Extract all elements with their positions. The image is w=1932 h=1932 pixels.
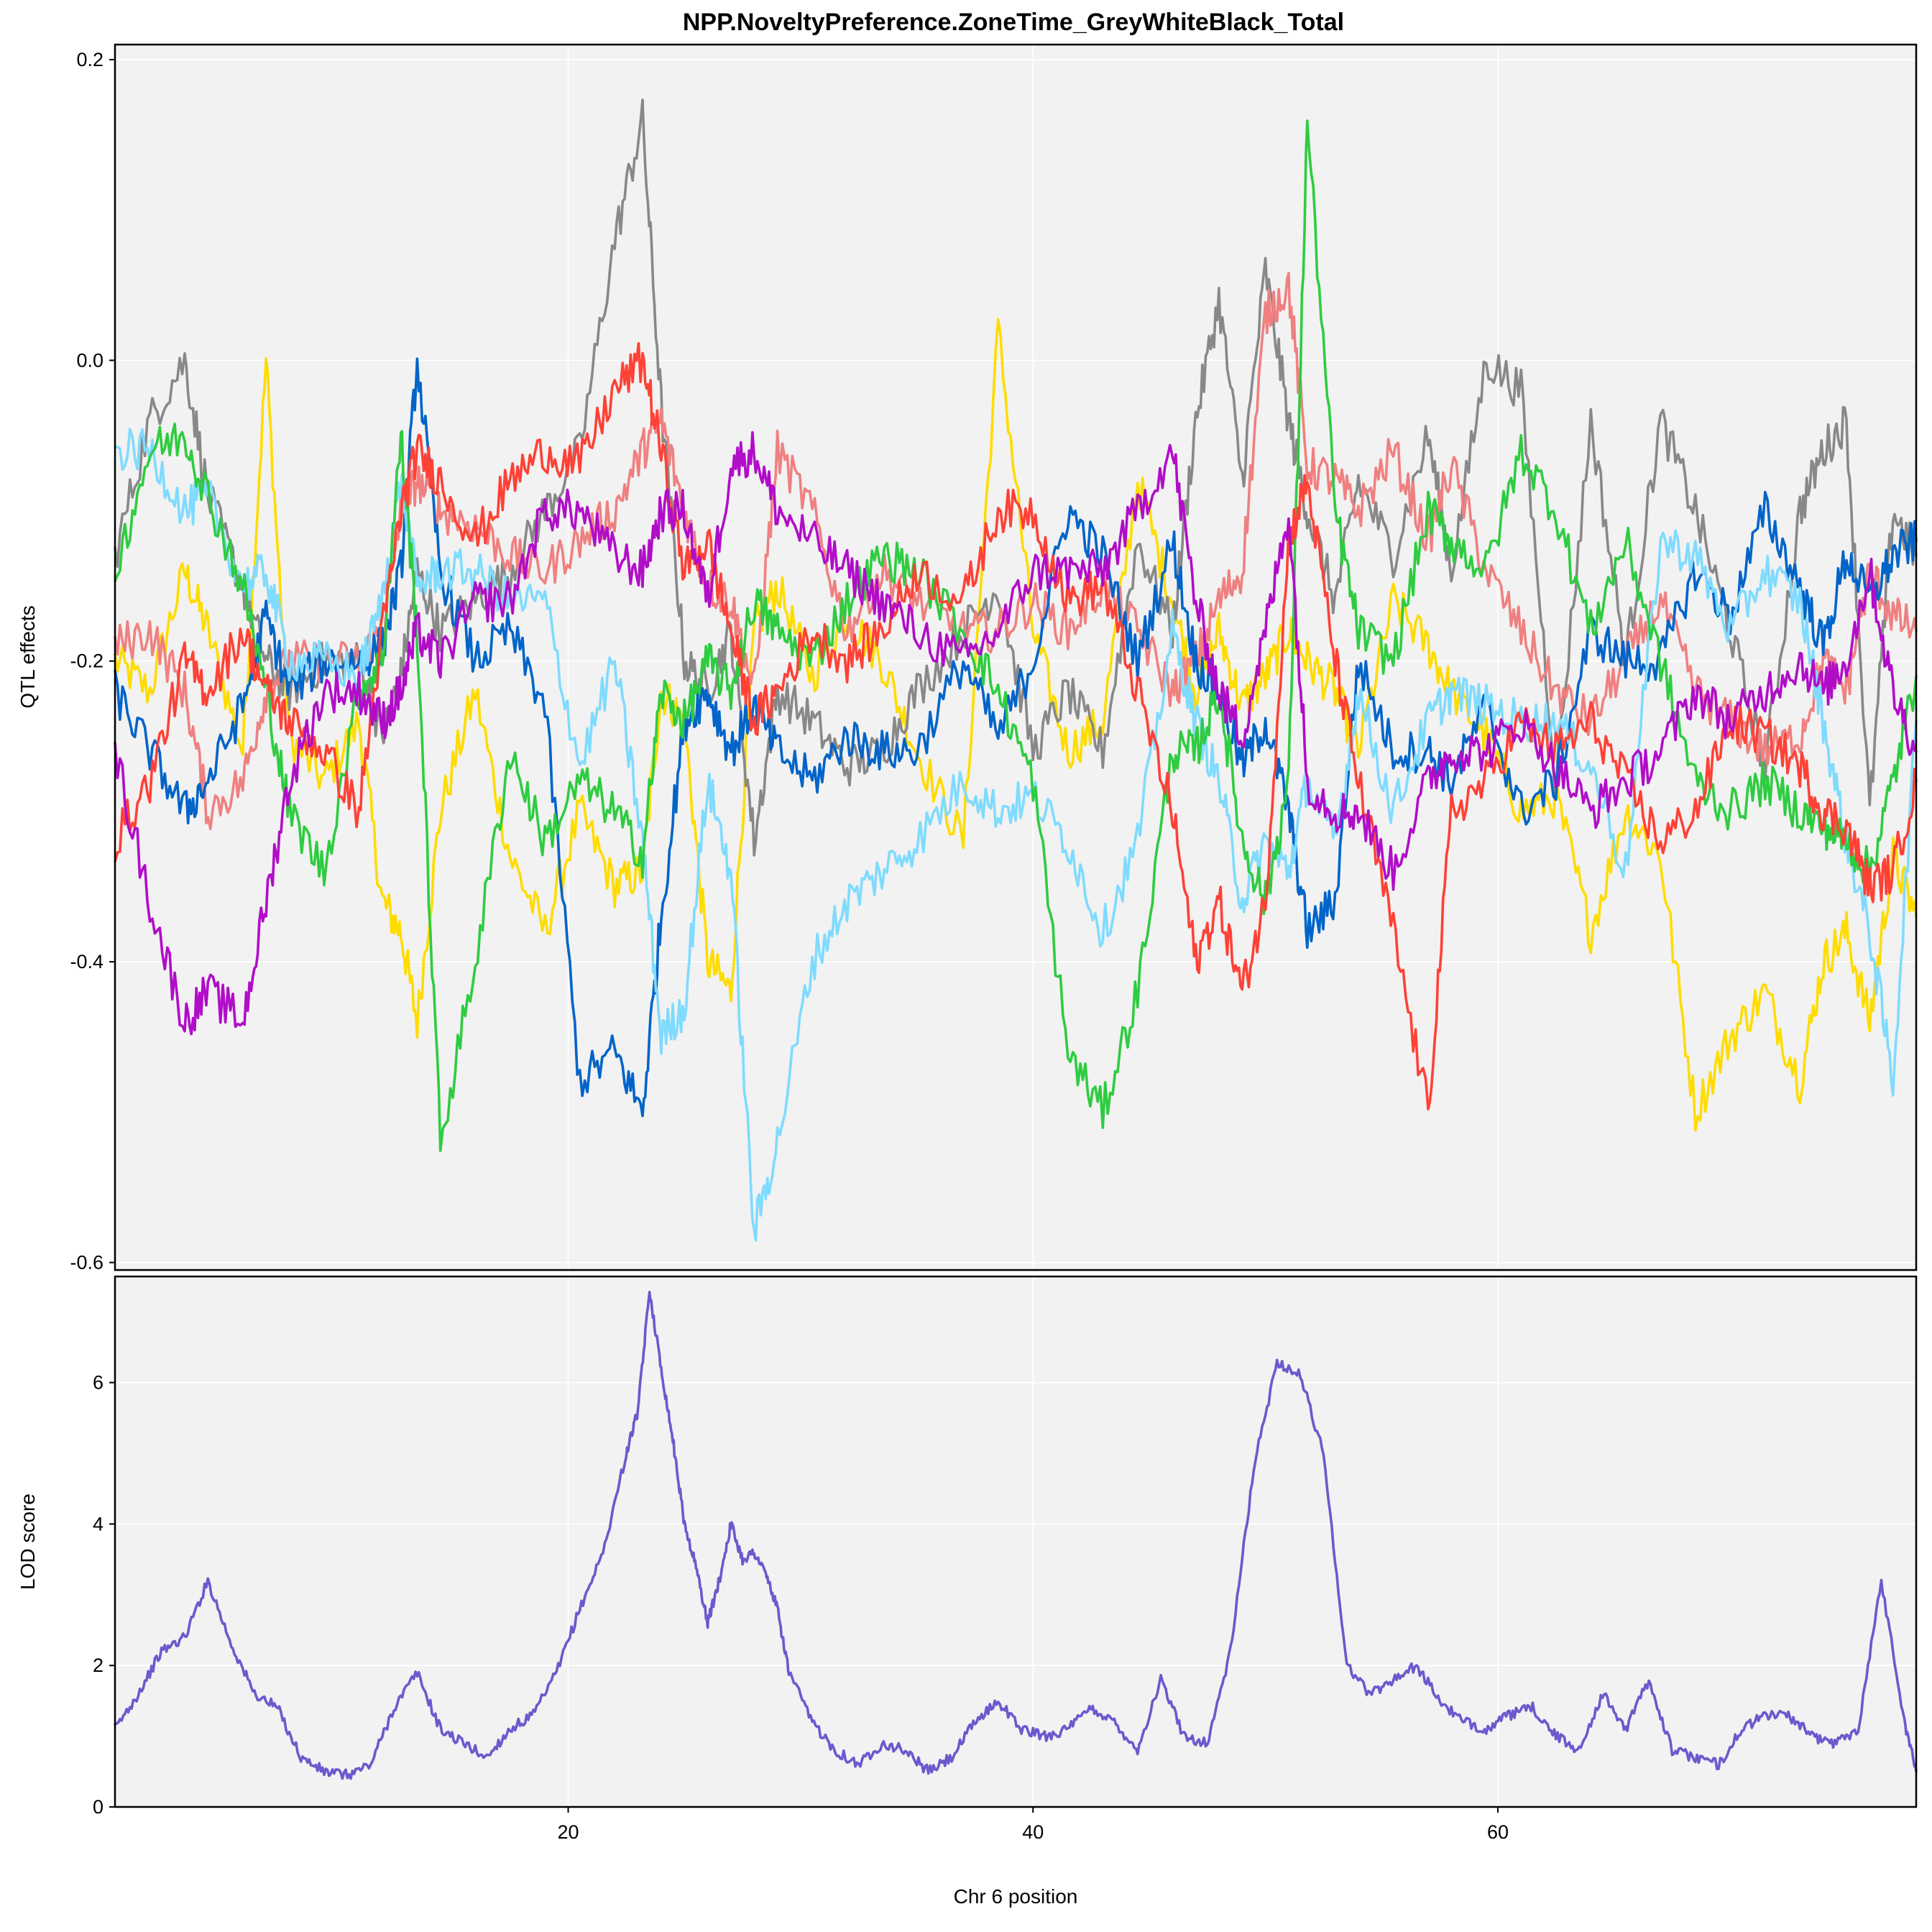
lod-y-tick-label: 2 — [93, 1655, 104, 1676]
lod-y-axis-label: LOD score — [17, 1494, 39, 1590]
lod-panel: 0 2 4 6 20 40 60 LOD score Chr 6 position — [17, 1275, 1918, 1908]
effects-y-axis-label: QTL effects — [17, 605, 39, 708]
effects-gridlines — [115, 45, 1916, 1270]
effects-series-line-2 — [114, 98, 1918, 857]
effects-y-ticks: -0.6 -0.4 -0.2 0.0 0.2 — [70, 49, 115, 1274]
lod-x-ticks: 20 40 60 — [558, 1807, 1509, 1843]
effects-y-tick-label: -0.6 — [70, 1252, 104, 1274]
effects-panel-background — [115, 45, 1916, 1270]
x-tick-label: 20 — [558, 1821, 579, 1843]
effects-y-tick-label: 0.0 — [76, 349, 104, 371]
lod-y-tick-label: 6 — [93, 1372, 104, 1394]
effects-series-line-7 — [114, 341, 1918, 1110]
lod-series-line-1 — [114, 1290, 1918, 1780]
lod-series-group — [114, 1290, 1918, 1780]
effects-panel-frame — [114, 43, 1918, 1271]
effects-series-line-5 — [114, 428, 1918, 1242]
effects-series-line-8 — [114, 431, 1918, 1036]
x-axis-label: Chr 6 position — [954, 1885, 1078, 1908]
x-tick-label: 40 — [1022, 1821, 1044, 1843]
effects-y-tick-label: 0.2 — [76, 49, 104, 70]
effects-y-tick-label: -0.2 — [70, 650, 104, 672]
effects-series-line-1 — [114, 318, 1918, 1132]
lod-y-ticks: 0 2 4 6 — [93, 1372, 115, 1818]
effects-panel: -0.6 -0.4 -0.2 0.0 0.2 QTL effects — [17, 43, 1918, 1274]
effects-series-group — [114, 98, 1918, 1242]
x-tick-label: 60 — [1487, 1821, 1509, 1843]
effects-y-tick-label: -0.4 — [70, 951, 104, 972]
lod-panel-frame — [114, 1275, 1918, 1808]
lod-y-tick-label: 0 — [93, 1796, 104, 1818]
chart-title: NPP.NoveltyPreference.ZoneTime_GreyWhite… — [683, 9, 1344, 36]
effects-series-line-4 — [114, 357, 1918, 1118]
lod-y-tick-label: 4 — [93, 1513, 104, 1535]
effects-series-line-6 — [114, 119, 1918, 1152]
